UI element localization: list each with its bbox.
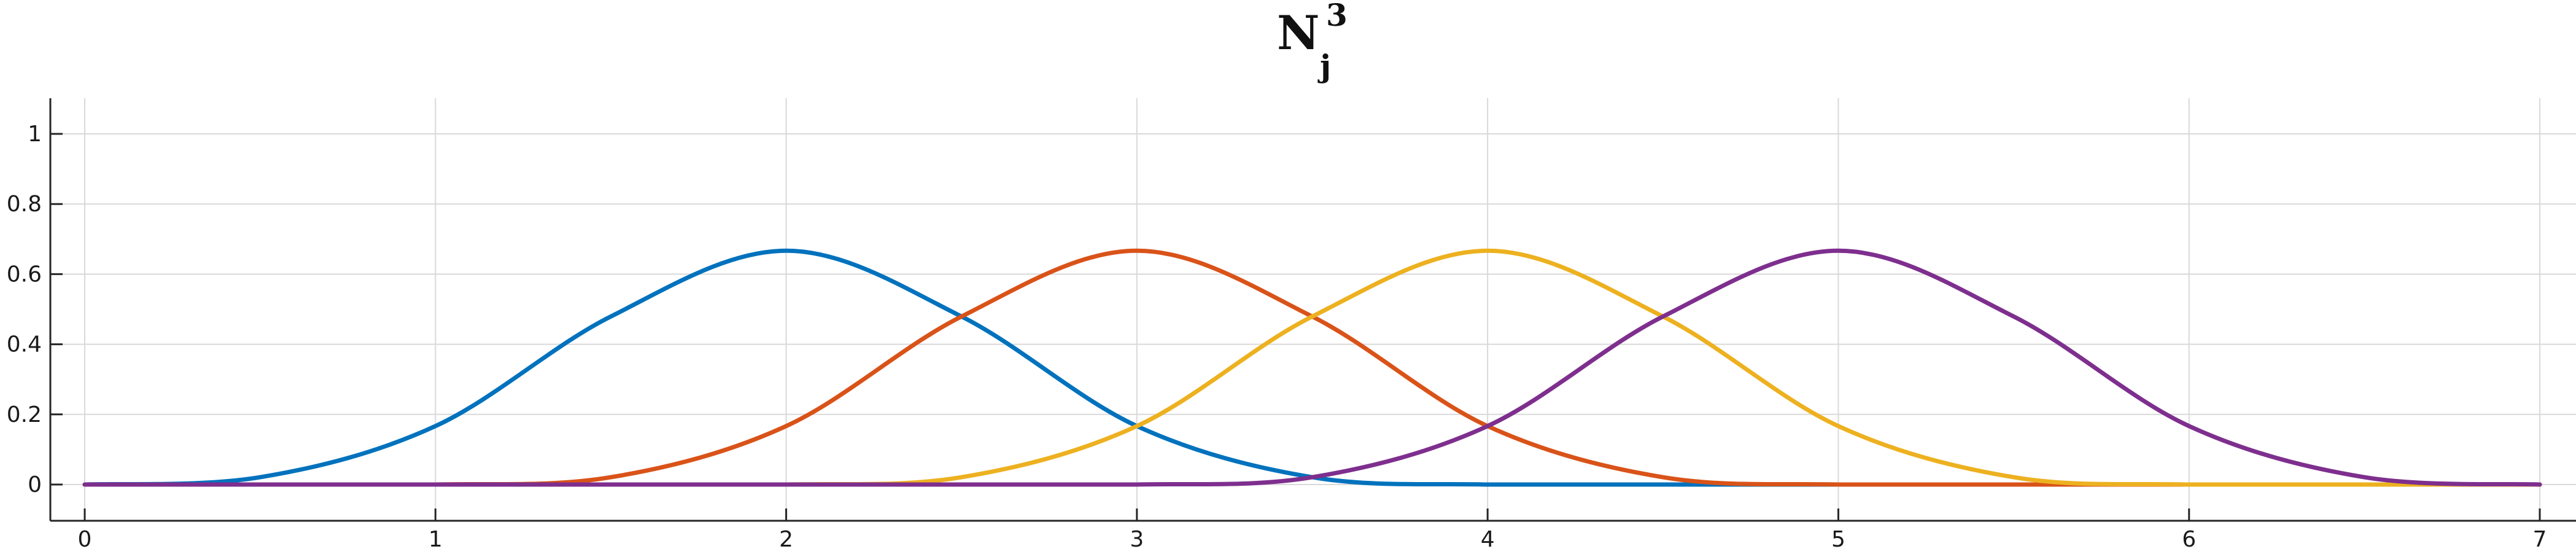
x-tick-label: 5 — [1831, 527, 1845, 552]
chart-title-superscript: 3 — [1326, 0, 1348, 33]
chart-title-subscript: j — [1317, 48, 1331, 84]
series-line-1 — [82, 248, 2542, 487]
y-tick-label: 1 — [28, 122, 42, 147]
chart-title-base: N — [1277, 6, 1319, 60]
y-tick-label: 0.2 — [7, 402, 42, 427]
series-line-3 — [82, 248, 2542, 487]
y-tick-label: 0.8 — [7, 192, 42, 217]
y-tick-label: 0.4 — [7, 332, 42, 357]
x-tick-label: 2 — [779, 527, 793, 552]
axes — [49, 98, 2576, 522]
x-tick-label: 4 — [1481, 527, 1495, 552]
series-group — [82, 248, 2542, 487]
x-tick-label: 1 — [429, 527, 443, 552]
y-tick-label: 0.6 — [7, 262, 42, 287]
y-tick-label: 0 — [28, 472, 42, 497]
x-tick-label: 6 — [2182, 527, 2196, 552]
x-tick-label: 7 — [2533, 527, 2547, 552]
tick-labels: 0 1 2 3 4 5 6 7 0 0.2 0.4 0.6 0.8 1 — [7, 122, 2547, 552]
grid — [50, 98, 2576, 521]
chart-title: N 3 j — [1277, 0, 1351, 84]
series-line-2 — [82, 248, 2542, 487]
series-line-4 — [82, 248, 2542, 487]
x-tick-label: 0 — [78, 527, 92, 552]
x-tick-label: 3 — [1130, 527, 1144, 552]
